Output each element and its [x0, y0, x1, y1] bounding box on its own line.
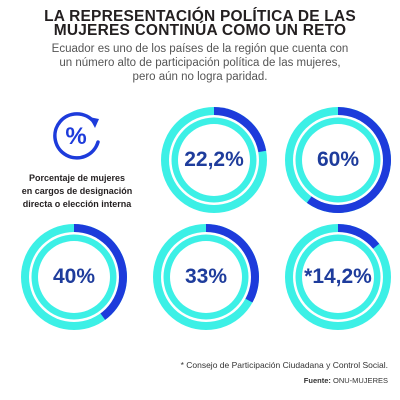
- donut-chart-4: 33%: [150, 221, 262, 333]
- donut-ring: [285, 224, 391, 330]
- chart-description: Porcentaje de mujeres en cargos de desig…: [12, 172, 142, 211]
- donut-center: [302, 241, 374, 313]
- donut-value: 33%: [184, 265, 228, 288]
- subtitle-line-2: un número alto de participación política…: [59, 57, 341, 69]
- donut-ring: [153, 224, 259, 330]
- source-credit: Fuente: ONU-MUJERES: [304, 376, 388, 385]
- description-line-1: Porcentaje de mujeres: [28, 173, 126, 183]
- description-line-3: directa o elección interna: [22, 199, 132, 209]
- source-label: Fuente:: [303, 376, 331, 385]
- footnote: * Consejo de Participación Ciudadana y C…: [180, 360, 388, 370]
- donut-chart-2: 60%: [282, 104, 394, 216]
- donut-center: [170, 241, 242, 313]
- donut-value: 60%: [316, 148, 360, 171]
- chart-title: LA REPRESENTACIÓN POLÍTICA DE LAS MUJERE…: [0, 8, 400, 39]
- donut-value: *14,2%: [304, 265, 372, 288]
- donut-center: [178, 124, 250, 196]
- chart-subtitle: Ecuador es uno de los países de la regió…: [30, 42, 370, 84]
- donut-value: 40%: [52, 265, 96, 288]
- source-value: ONU-MUJERES: [332, 376, 388, 385]
- donut-center: [302, 124, 374, 196]
- donut-chart-1: 22,2%: [158, 104, 270, 216]
- donut-center: [38, 241, 110, 313]
- donut-chart-3: 40%: [18, 221, 130, 333]
- percent-symbol: %: [65, 123, 86, 150]
- donut-ring: [285, 107, 391, 213]
- subtitle-line-1: Ecuador es uno de los países de la regió…: [51, 43, 349, 55]
- donut-ring: [21, 224, 128, 330]
- donut-value: 22,2%: [184, 148, 244, 171]
- donut-ring: [161, 107, 267, 213]
- donut-chart-5: *14,2%: [282, 221, 394, 333]
- description-line-2: en cargos de designación: [21, 186, 133, 196]
- title-line-1: LA REPRESENTACIÓN POLÍTICA DE LAS: [44, 8, 356, 25]
- percent-cycle-icon: %: [48, 108, 104, 164]
- subtitle-line-3: pero aún no logra paridad.: [132, 71, 268, 83]
- title-line-2: MUJERES CONTINÚA COMO UN RETO: [53, 22, 347, 39]
